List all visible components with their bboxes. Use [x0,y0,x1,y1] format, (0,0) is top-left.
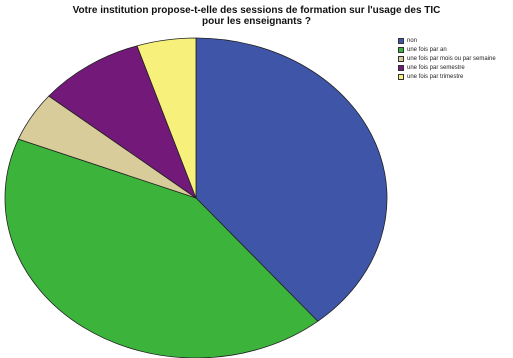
legend-label-une-fois-par-trimestre: une fois par trimestre [407,74,464,80]
legend-label-une-fois-par-mois-ou-par-semaine: une fois par mois ou par semaine [407,56,496,62]
chart-title-line-2: pour les enseignants ? [202,16,311,27]
legend-swatch-une-fois-par-trimestre [398,74,404,80]
legend-label-une-fois-par-an: une fois par an [407,47,447,53]
pie-slice-non [195,37,388,322]
legend-label-non: non [407,38,418,44]
pie-slice-une-fois-par-semestre [48,45,197,200]
legend: non une fois par an une fois par mois ou… [398,38,508,83]
legend-item-une-fois-par-mois-ou-par-semaine: une fois par mois ou par semaine [398,56,508,63]
legend-swatch-une-fois-par-semestre [398,65,404,71]
chart-title: Votre institution propose-t-elle des ses… [0,5,513,27]
pie-slice-une-fois-par-trimestre [136,37,197,199]
legend-swatch-une-fois-par-an [398,47,404,53]
pie-slice-une-fois-par-an [4,138,319,358]
legend-swatch-une-fois-par-mois-ou-par-semaine [398,56,404,62]
legend-swatch-non [398,38,404,44]
legend-item-non: non [398,38,508,45]
chart-title-line-1: Votre institution propose-t-elle des ses… [72,5,441,16]
legend-item-une-fois-par-an: une fois par an [398,47,508,54]
legend-item-une-fois-par-trimestre: une fois par trimestre [398,74,508,81]
legend-item-une-fois-par-semestre: une fois par semestre [398,65,508,72]
legend-label-une-fois-par-semestre: une fois par semestre [407,65,465,71]
